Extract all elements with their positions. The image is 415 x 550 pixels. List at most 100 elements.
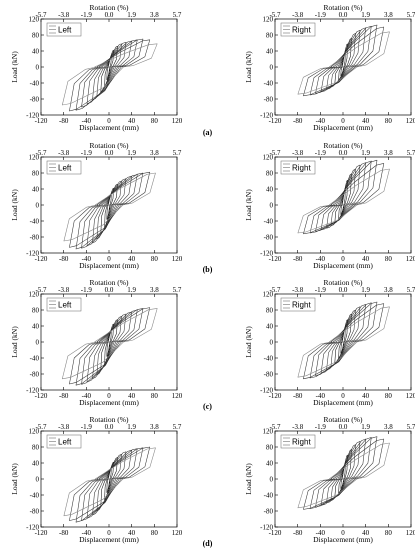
y-tick-label: -40 [264, 79, 274, 87]
hysteresis-loop [100, 319, 118, 371]
x-tick-label: 40 [362, 117, 370, 125]
top-tick-label: 5.7 [407, 286, 415, 294]
top-tick-label: 0.0 [105, 423, 114, 431]
legend-label: Left [58, 438, 72, 447]
hysteresis-loop [69, 171, 151, 248]
y-tick-label: -120 [260, 386, 273, 394]
hysteresis-loop [315, 160, 372, 232]
hysteresis-loop [320, 438, 366, 506]
hysteresis-loop [86, 40, 132, 105]
top-tick-label: -3.8 [292, 423, 304, 431]
top-tick-label: 5.7 [173, 149, 182, 157]
y-tick-label: 120 [263, 15, 274, 23]
x-tick-label: -40 [316, 529, 326, 537]
y-tick-label: -120 [26, 386, 39, 394]
hysteresis-loop [104, 323, 114, 365]
x-tick-label: 120 [172, 392, 183, 400]
y-tick-label: 80 [266, 169, 274, 177]
hysteresis-loop [297, 31, 390, 95]
x-tick-label: -40 [316, 392, 326, 400]
y-tick-label: 40 [266, 47, 274, 55]
y-axis-label: Load (kN) [10, 51, 19, 83]
hysteresis-loop [92, 41, 127, 101]
hysteresis-curves [297, 301, 390, 380]
hysteresis-loop [92, 451, 127, 516]
hysteresis-loop [334, 37, 352, 85]
legend-label: Left [58, 164, 72, 173]
x-axis-label: Displacement (mm) [313, 261, 373, 270]
hysteresis-loop [92, 313, 127, 380]
top-tick-label: 1.9 [127, 423, 136, 431]
chart-panel-left: -120 -80 -40 0 40 80 120-5.7 -3.8 -1.9 0.0 1.9 3.8 5… [10, 278, 183, 407]
y-tick-label: -40 [30, 79, 40, 87]
hysteresis-loop [297, 168, 390, 234]
hysteresis-loop [334, 173, 352, 224]
y-tick-label: -120 [260, 523, 273, 531]
x-tick-label: -120 [35, 392, 48, 400]
x-tick-label: 120 [406, 255, 415, 263]
hysteresis-loop [96, 453, 122, 512]
hysteresis-loop [81, 174, 138, 249]
x-tick-label: 80 [385, 529, 393, 537]
x-tick-label: -80 [59, 529, 69, 537]
chart-panel-left: -120 -80 -40 0 40 80 120-5.7 -3.8 -1.9 0.0 1.9 3.8 5… [10, 141, 183, 270]
top-tick-label: -5.7 [269, 423, 281, 431]
top-tick-label: -1.9 [315, 286, 327, 294]
y-tick-label: 120 [263, 427, 274, 435]
y-tick-label: -80 [264, 507, 274, 515]
top-tick-label: 5.7 [173, 286, 182, 294]
hysteresis-loop [63, 172, 156, 242]
top-tick-label: 1.9 [127, 286, 136, 294]
y-tick-label: 0 [36, 201, 40, 209]
y-tick-label: 120 [263, 153, 274, 161]
top-tick-label: 1.9 [361, 286, 370, 294]
top-tick-label: -1.9 [315, 149, 327, 157]
hysteresis-loop [69, 307, 151, 385]
top-tick-label: 1.9 [361, 11, 370, 19]
hysteresis-curves [63, 446, 156, 523]
y-tick-label: -120 [260, 249, 273, 257]
x-tick-label: 80 [151, 529, 159, 537]
y-axis-label: Load (kN) [10, 463, 19, 495]
x-tick-label: -120 [269, 117, 282, 125]
y-tick-label: 40 [266, 459, 274, 467]
hysteresis-loop [303, 303, 385, 380]
y-tick-label: 40 [266, 185, 274, 193]
y-tick-label: 80 [266, 31, 274, 39]
y-tick-label: -120 [26, 249, 39, 257]
hysteresis-loop [104, 187, 114, 228]
y-tick-label: 120 [29, 427, 40, 435]
hysteresis-loop [303, 163, 385, 235]
hysteresis-loop [320, 304, 366, 374]
x-tick-label: -120 [269, 529, 282, 537]
y-tick-label: -40 [264, 354, 274, 362]
y-tick-label: -40 [264, 217, 274, 225]
y-tick-label: -120 [26, 523, 39, 531]
y-tick-label: 80 [32, 443, 40, 451]
x-tick-label: -80 [293, 392, 303, 400]
hysteresis-loop [297, 442, 390, 509]
top-tick-label: 1.9 [361, 423, 370, 431]
top-tick-label: 3.8 [150, 149, 159, 157]
top-tick-label: -5.7 [35, 149, 47, 157]
hysteresis-loop [100, 45, 118, 93]
top-tick-label: 0.0 [105, 11, 114, 19]
hysteresis-loop [75, 38, 144, 111]
x-axis-label: Displacement (mm) [79, 535, 139, 544]
x-tick-label: 40 [362, 529, 370, 537]
hysteresis-loop [334, 313, 352, 364]
top-tick-label: 0.0 [105, 286, 114, 294]
hysteresis-loop [100, 457, 118, 507]
x-tick-label: 0 [107, 255, 111, 263]
x-tick-label: 0 [341, 117, 345, 125]
top-tick-label: -5.7 [35, 423, 47, 431]
hysteresis-loop [320, 162, 366, 231]
x-axis-label: Displacement (mm) [79, 123, 139, 132]
panel-caption: (b) [203, 265, 213, 274]
x-tick-label: 40 [362, 392, 370, 400]
y-axis-label: Load (kN) [244, 51, 253, 83]
x-axis-label: Displacement (mm) [313, 535, 373, 544]
top-tick-label: 0.0 [339, 149, 348, 157]
hysteresis-loop [96, 43, 122, 97]
